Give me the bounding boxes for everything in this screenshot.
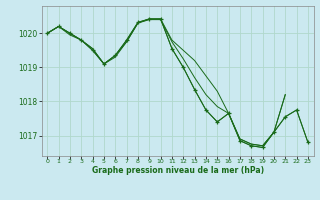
X-axis label: Graphe pression niveau de la mer (hPa): Graphe pression niveau de la mer (hPa) — [92, 166, 264, 175]
